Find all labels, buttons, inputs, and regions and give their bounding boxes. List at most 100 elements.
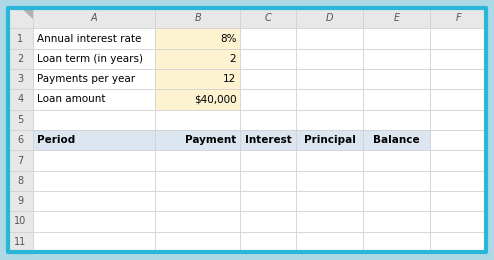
Text: Loan amount: Loan amount xyxy=(37,94,105,105)
Bar xyxy=(363,110,430,130)
Bar xyxy=(363,8,430,28)
Text: E: E xyxy=(394,13,400,23)
Bar xyxy=(33,211,156,232)
Bar xyxy=(33,130,156,150)
Bar xyxy=(33,8,156,28)
Bar xyxy=(430,130,486,150)
Bar xyxy=(363,171,430,191)
Bar xyxy=(240,130,296,150)
Bar xyxy=(296,110,363,130)
Bar xyxy=(33,89,156,110)
Bar xyxy=(33,49,156,69)
Bar xyxy=(8,8,33,28)
Text: D: D xyxy=(326,13,333,23)
Bar xyxy=(363,89,430,110)
Bar xyxy=(363,49,430,69)
Bar xyxy=(240,8,296,28)
Bar xyxy=(33,232,156,252)
Bar xyxy=(33,110,156,130)
Bar xyxy=(8,232,33,252)
Bar xyxy=(8,28,33,49)
Bar xyxy=(296,69,363,89)
Bar xyxy=(430,49,486,69)
Bar xyxy=(156,150,240,171)
Bar xyxy=(240,110,296,130)
Bar xyxy=(156,49,240,69)
Bar xyxy=(296,49,363,69)
Bar xyxy=(240,211,296,232)
Text: Payments per year: Payments per year xyxy=(37,74,135,84)
Bar xyxy=(296,28,363,49)
Bar xyxy=(430,110,486,130)
Bar xyxy=(33,150,156,171)
Bar xyxy=(240,28,296,49)
Bar xyxy=(156,8,240,28)
Bar xyxy=(8,191,33,211)
Bar xyxy=(8,69,33,89)
Bar xyxy=(156,191,240,211)
Text: 2: 2 xyxy=(17,54,23,64)
Bar xyxy=(156,69,240,89)
Bar xyxy=(296,232,363,252)
Bar xyxy=(296,171,363,191)
Text: 1: 1 xyxy=(17,34,23,43)
Text: Annual interest rate: Annual interest rate xyxy=(37,34,141,43)
Text: 5: 5 xyxy=(17,115,23,125)
Text: 12: 12 xyxy=(223,74,236,84)
Bar xyxy=(8,211,33,232)
Polygon shape xyxy=(21,8,33,19)
Text: 4: 4 xyxy=(17,94,23,105)
Text: $40,000: $40,000 xyxy=(194,94,236,105)
Bar xyxy=(240,69,296,89)
Bar xyxy=(240,232,296,252)
Bar xyxy=(430,191,486,211)
Bar xyxy=(240,191,296,211)
Bar xyxy=(363,232,430,252)
Bar xyxy=(430,232,486,252)
Text: 10: 10 xyxy=(14,217,26,226)
Bar xyxy=(363,150,430,171)
Text: 8: 8 xyxy=(17,176,23,186)
Bar xyxy=(33,191,156,211)
Bar xyxy=(363,211,430,232)
Bar xyxy=(430,171,486,191)
Text: B: B xyxy=(195,13,201,23)
Text: C: C xyxy=(265,13,271,23)
Bar xyxy=(430,150,486,171)
Bar xyxy=(430,211,486,232)
Text: Payment: Payment xyxy=(185,135,236,145)
Bar xyxy=(430,8,486,28)
Text: 3: 3 xyxy=(17,74,23,84)
Bar xyxy=(296,89,363,110)
Bar xyxy=(430,89,486,110)
Bar xyxy=(8,49,33,69)
Bar xyxy=(8,171,33,191)
Bar xyxy=(156,211,240,232)
Text: 2: 2 xyxy=(230,54,236,64)
Bar xyxy=(8,110,33,130)
Bar xyxy=(363,191,430,211)
Bar xyxy=(296,8,363,28)
Bar xyxy=(296,211,363,232)
Bar xyxy=(296,191,363,211)
Text: 11: 11 xyxy=(14,237,26,247)
Bar xyxy=(156,28,240,49)
Bar xyxy=(430,69,486,89)
Bar xyxy=(8,150,33,171)
Bar xyxy=(156,232,240,252)
Text: 9: 9 xyxy=(17,196,23,206)
Bar xyxy=(156,171,240,191)
Text: 7: 7 xyxy=(17,155,23,166)
Text: 6: 6 xyxy=(17,135,23,145)
Bar xyxy=(240,89,296,110)
Bar xyxy=(240,150,296,171)
Text: Loan term (in years): Loan term (in years) xyxy=(37,54,143,64)
Bar xyxy=(363,28,430,49)
Bar xyxy=(430,28,486,49)
Bar xyxy=(8,130,33,150)
Text: F: F xyxy=(455,13,461,23)
Text: Interest: Interest xyxy=(245,135,291,145)
Bar xyxy=(156,89,240,110)
Text: Balance: Balance xyxy=(373,135,420,145)
Text: Period: Period xyxy=(37,135,75,145)
